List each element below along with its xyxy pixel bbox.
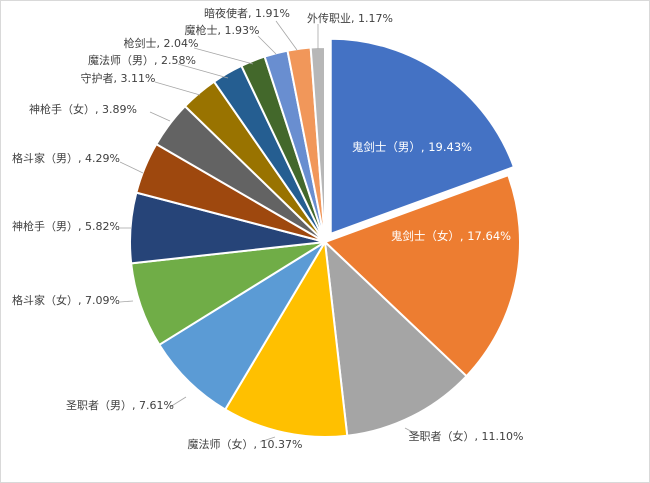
data-label-13: 魔枪士, 1.93% [185, 23, 260, 37]
leader-line-6 [119, 300, 134, 303]
leader-line-4 [259, 436, 276, 443]
pie-slice-5 [157, 241, 326, 411]
data-label-15: 外传职业, 1.17% [307, 12, 393, 25]
leader-line-3 [404, 427, 421, 437]
leader-line-9 [149, 111, 171, 122]
data-label-5: 圣职者（男）, 7.61% [66, 399, 174, 412]
data-label-2: 鬼剑士（女）, 17.64% [391, 229, 511, 243]
pie-slice-3 [323, 239, 468, 437]
leader-line-5 [169, 396, 187, 408]
leader-lines [119, 20, 421, 443]
data-label-8: 格斗家（男）, 4.29% [12, 151, 120, 165]
data-labels: 鬼剑士（男）, 19.43% 鬼剑士（女）, 17.64% 圣职者（女）, 11.1… [12, 6, 523, 451]
pie-slice-2 [323, 173, 521, 378]
leader-line-14 [275, 20, 298, 51]
leader-line-11 [177, 63, 229, 79]
leader-line-12 [193, 47, 254, 65]
data-label-11: 魔法师（男）, 2.58% [88, 53, 196, 67]
pie-slices [129, 37, 521, 438]
data-label-6: 格斗家（女）, 7.09% [12, 293, 120, 307]
data-label-3: 圣职者（女）, 11.10% [409, 429, 524, 443]
data-label-12: 枪剑士, 2.04% [124, 36, 199, 50]
pie-slice-4 [223, 238, 349, 438]
pie-slice-1 [329, 37, 516, 236]
data-label-14: 暗夜使者, 1.91% [204, 6, 290, 20]
data-label-9: 神枪手（女）, 3.89% [29, 102, 137, 116]
data-label-4: 魔法师（女）, 10.37% [188, 437, 303, 451]
leader-line-10 [154, 81, 201, 96]
leader-line-8 [119, 161, 144, 174]
data-label-1: 鬼剑士（男）, 19.43% [352, 140, 472, 154]
leader-line-13 [257, 35, 277, 55]
data-label-7: 神枪手（男）, 5.82% [12, 219, 120, 233]
data-label-10: 守护者, 3.11% [81, 71, 156, 85]
